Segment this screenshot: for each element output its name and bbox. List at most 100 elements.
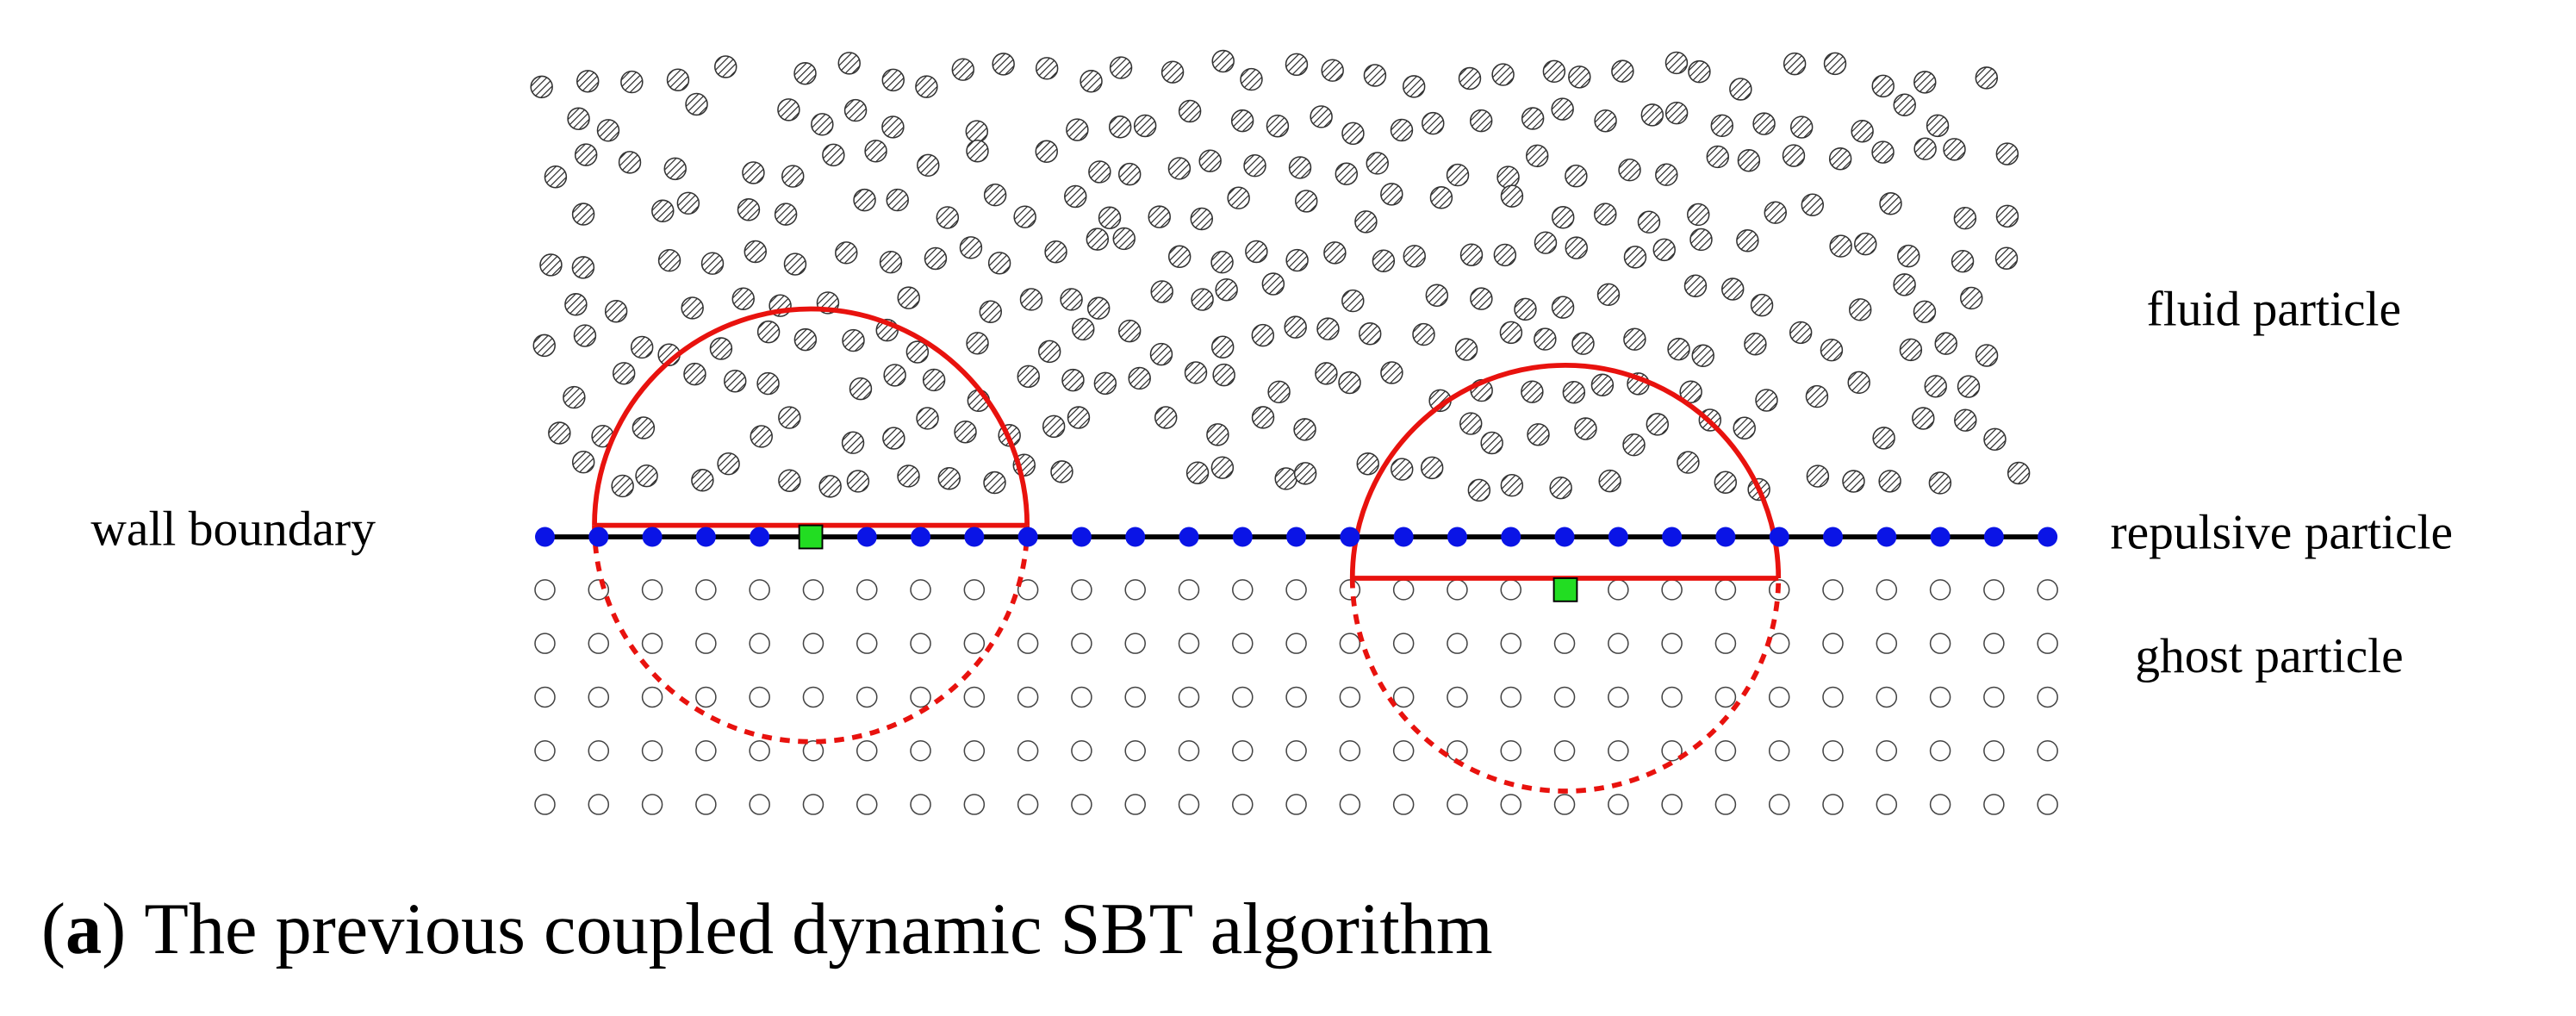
fluid-particle: [1470, 287, 1493, 310]
fluid-particle: [1691, 344, 1714, 367]
fluid-particle: [1230, 109, 1254, 133]
fluid-particle: [1354, 210, 1378, 234]
fluid-particle: [544, 165, 568, 189]
ghost-particle: [1661, 686, 1683, 708]
fluid-particle: [1390, 118, 1414, 142]
ghost-particle: [1768, 686, 1790, 708]
repulsive-particle: [1554, 527, 1575, 547]
fluid-particle: [1425, 284, 1449, 308]
ghost-particle: [749, 794, 770, 815]
repulsive-particles: [535, 527, 2058, 547]
fluid-particle: [1321, 59, 1344, 82]
fluid-particle: [1640, 103, 1664, 127]
fluid-particle: [1067, 406, 1091, 429]
ghost-particle: [1392, 739, 1415, 762]
fluid-particle: [571, 450, 595, 474]
fluid-particle: [1805, 384, 1829, 408]
fluid-particle: [1293, 418, 1316, 441]
fluid-particle: [685, 92, 708, 116]
ghost-particle: [2037, 739, 2058, 762]
fluid-particle: [992, 53, 1015, 76]
fluid-particle: [1366, 152, 1389, 175]
fluid-particle: [737, 198, 761, 221]
fluid-particle: [1551, 206, 1575, 229]
repulsive-particle: [642, 527, 663, 547]
ghost-particle: [588, 686, 610, 708]
ghost-particle: [1661, 794, 1683, 815]
fluid-particle: [1789, 321, 1813, 345]
ghost-particle: [588, 633, 610, 654]
ghost-particle: [1178, 686, 1200, 708]
ghost-particle: [1500, 633, 1522, 654]
fluid-particle: [1206, 423, 1229, 446]
fluid-particle: [1017, 365, 1040, 389]
fluid-particle: [1689, 228, 1713, 252]
fluid-particle: [811, 113, 834, 136]
ghost-particle: [1392, 633, 1415, 654]
caption-label: a: [65, 889, 102, 969]
fluid-particle: [1261, 272, 1285, 296]
ghost-particle: [910, 739, 931, 762]
ghost-particle: [910, 579, 931, 601]
fluid-particle: [1618, 158, 1641, 182]
ghost-particle: [802, 686, 824, 708]
ghost-particle: [1178, 794, 1200, 815]
ghost-particle: [2037, 794, 2058, 815]
ghost-particle: [856, 686, 878, 708]
fluid-particle: [1871, 140, 1895, 164]
fluid-particle: [1093, 371, 1117, 396]
fluid-particle: [681, 296, 704, 320]
ghost-particle: [534, 633, 556, 654]
fluid-particle: [1679, 380, 1702, 404]
ghost-particle: [1768, 739, 1790, 762]
fluid-particle: [1706, 145, 1730, 169]
fluid-particle: [1316, 317, 1340, 340]
fluid-particle: [1060, 288, 1083, 311]
ghost-particle: [1608, 579, 1629, 601]
ghost-particle: [1178, 579, 1200, 601]
fluid-particle: [1061, 368, 1085, 392]
repulsive-particle: [1179, 527, 1199, 547]
fluid-particle: [1928, 471, 1952, 495]
ghost-particle: [910, 794, 931, 815]
fluid-particle: [1913, 137, 1937, 160]
fluid-particles: [530, 49, 2031, 502]
ghost-particle: [963, 686, 986, 708]
fluid-particle: [818, 475, 842, 498]
fluid-particle: [1729, 78, 1752, 101]
fluid-particle: [983, 471, 1006, 495]
fluid-particle: [717, 452, 740, 476]
fluid-particle: [1274, 467, 1297, 490]
fluid-particle: [1847, 371, 1870, 395]
fluid-particle: [1623, 327, 1646, 351]
ghost-particle: [1071, 579, 1092, 601]
fluid-particle: [1995, 142, 2019, 165]
fluid-particle: [905, 340, 930, 364]
repulsive-particle: [1876, 527, 1897, 547]
fluid-particle: [1623, 246, 1647, 269]
repulsive-particle: [535, 527, 555, 547]
fluid-particle: [1496, 165, 1520, 189]
fluid-particle: [886, 188, 909, 212]
fluid-particle: [1913, 300, 1937, 324]
fluid-particle: [1080, 70, 1103, 93]
ghost-particle: [749, 633, 770, 654]
fluid-particle: [1828, 147, 1852, 171]
ghost-label: ghost particle: [2135, 629, 2403, 683]
fluid-particle: [1525, 144, 1549, 168]
repulsive-particle: [1232, 527, 1253, 547]
fluid-particle: [1459, 243, 1484, 266]
fluid-particle: [1611, 59, 1634, 83]
fluid-particle: [1534, 231, 1558, 254]
ghost-particle: [963, 579, 986, 601]
ghost-particle: [1232, 739, 1254, 762]
ghost-particle: [1017, 633, 1039, 654]
ghost-particle: [641, 686, 663, 708]
repulsive-particle: [856, 527, 877, 547]
fluid-particle: [864, 140, 887, 163]
fluid-particle: [1926, 114, 1950, 138]
ghost-particle: [1017, 579, 1039, 601]
fluid-particle: [1764, 201, 1787, 224]
fluid-particle: [1167, 245, 1192, 268]
